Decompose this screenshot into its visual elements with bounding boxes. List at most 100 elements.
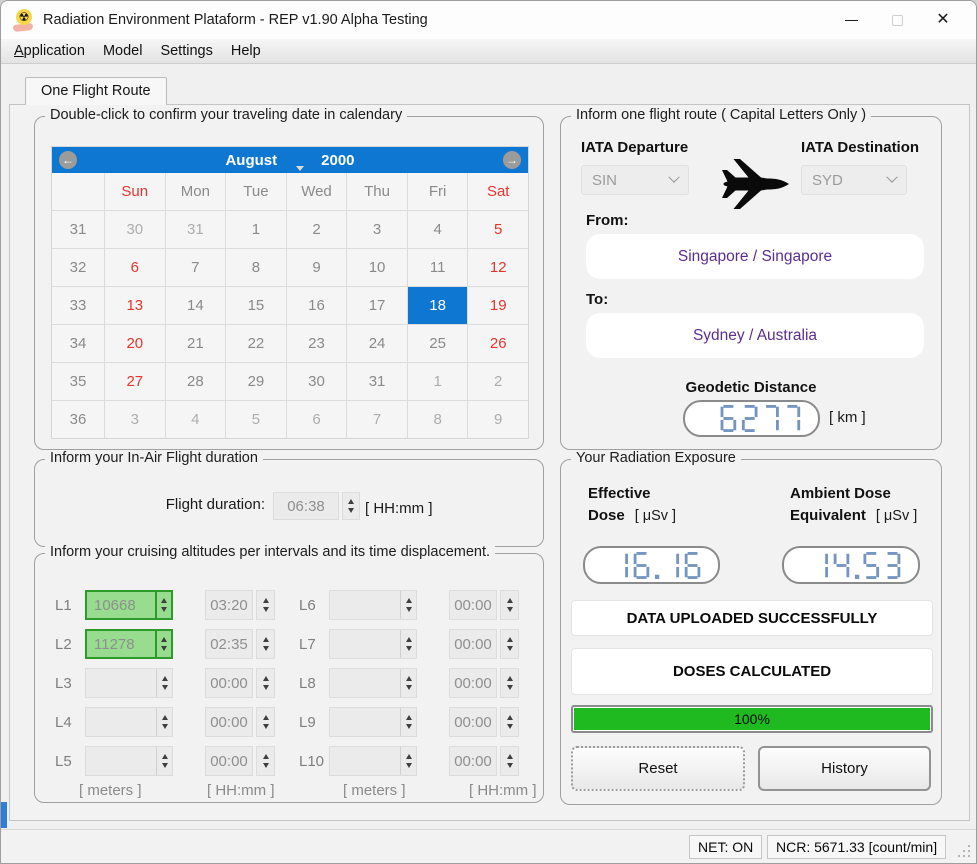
altitude-value-L3[interactable]	[86, 669, 156, 697]
spin-up-icon[interactable]	[506, 637, 513, 642]
spinner-buttons[interactable]	[156, 708, 172, 736]
calendar-day-cell[interactable]: 14	[165, 287, 226, 324]
iata-destination-combo[interactable]: SYD	[801, 165, 907, 195]
iata-departure-combo[interactable]: SIN	[581, 165, 689, 195]
spinner-buttons[interactable]	[500, 629, 519, 659]
spin-up-icon[interactable]	[405, 715, 412, 720]
spin-up-icon[interactable]	[506, 676, 513, 681]
reset-button[interactable]: Reset	[571, 746, 745, 791]
spinner-buttons[interactable]	[400, 747, 416, 775]
calendar-day-cell[interactable]: 15	[226, 287, 286, 324]
altitude-input-L1[interactable]: 10668	[85, 590, 173, 620]
menu-item-help[interactable]: Help	[230, 43, 261, 59]
time-value-L5[interactable]: 00:00	[205, 746, 253, 776]
calendar-next-button[interactable]: →	[503, 151, 521, 169]
altitude-input-L7[interactable]	[329, 629, 417, 659]
calendar-day-cell[interactable]: 1	[407, 363, 468, 400]
time-input-L8[interactable]: 00:00	[449, 668, 519, 698]
spin-up-icon[interactable]	[161, 637, 167, 642]
spin-down-icon[interactable]	[262, 685, 269, 690]
spinner-buttons[interactable]	[156, 747, 172, 775]
spinner-buttons[interactable]	[155, 592, 171, 618]
calendar-day-cell[interactable]: 22	[226, 325, 286, 362]
calendar-day-cell[interactable]: 23	[286, 325, 347, 362]
altitude-input-L10[interactable]	[329, 746, 417, 776]
altitude-input-L5[interactable]	[85, 746, 173, 776]
calendar-day-cell[interactable]: 31	[347, 363, 407, 400]
altitude-value-L1[interactable]: 10668	[94, 596, 136, 614]
flight-duration-spinner[interactable]	[342, 492, 360, 520]
spinner-buttons[interactable]	[155, 631, 171, 657]
altitude-input-L9[interactable]	[329, 707, 417, 737]
minimize-button[interactable]	[828, 1, 874, 39]
spinner-buttons[interactable]	[256, 746, 275, 776]
time-value-L2[interactable]: 02:35	[205, 629, 253, 659]
calendar-day-cell[interactable]: 9	[286, 249, 347, 286]
spin-up-icon[interactable]	[161, 598, 167, 603]
spin-down-icon[interactable]	[161, 763, 168, 768]
spinner-buttons[interactable]	[400, 591, 416, 619]
spin-down-icon[interactable]	[161, 724, 168, 729]
calendar-day-cell[interactable]: 4	[407, 211, 468, 248]
time-value-L10[interactable]: 00:00	[449, 746, 497, 776]
spin-up-icon[interactable]	[161, 715, 168, 720]
spin-up-icon[interactable]	[405, 637, 412, 642]
time-input-L3[interactable]: 00:00	[205, 668, 275, 698]
calendar-day-cell[interactable]: 8	[226, 249, 286, 286]
spin-down-icon[interactable]	[405, 685, 412, 690]
calendar-day-cell[interactable]: 6	[286, 401, 347, 438]
calendar-day-cell[interactable]: 20	[105, 325, 165, 362]
spin-up-icon[interactable]	[262, 676, 269, 681]
altitude-value-L7[interactable]	[330, 630, 400, 658]
calendar-day-cell[interactable]: 12	[468, 249, 528, 286]
calendar-day-cell[interactable]: 8	[407, 401, 468, 438]
calendar-day-cell[interactable]: 24	[347, 325, 407, 362]
spin-down-icon[interactable]	[348, 508, 354, 513]
spinner-buttons[interactable]	[400, 708, 416, 736]
spin-up-icon[interactable]	[262, 598, 269, 603]
calendar-year[interactable]: 2000	[321, 151, 355, 169]
history-button[interactable]: History	[758, 746, 931, 791]
flight-duration-spinbox[interactable]: 06:38	[273, 492, 360, 520]
time-input-L5[interactable]: 00:00	[205, 746, 275, 776]
spin-down-icon[interactable]	[262, 646, 269, 651]
spinner-buttons[interactable]	[400, 669, 416, 697]
altitude-value-L9[interactable]	[330, 708, 400, 736]
altitude-value-L5[interactable]	[86, 747, 156, 775]
calendar-day-cell[interactable]: 31	[165, 211, 226, 248]
calendar-day-cell[interactable]: 2	[468, 363, 528, 400]
calendar-day-cell[interactable]: 3	[105, 401, 165, 438]
calendar-day-cell[interactable]: 7	[347, 401, 407, 438]
time-value-L9[interactable]: 00:00	[449, 707, 497, 737]
time-value-L3[interactable]: 00:00	[205, 668, 253, 698]
calendar-day-cell[interactable]: 17	[347, 287, 407, 324]
maximize-button[interactable]	[874, 1, 920, 39]
calendar-prev-button[interactable]: ←	[59, 151, 77, 169]
spin-down-icon[interactable]	[161, 607, 167, 612]
spin-up-icon[interactable]	[262, 637, 269, 642]
altitude-value-L8[interactable]	[330, 669, 400, 697]
spin-up-icon[interactable]	[348, 499, 354, 504]
calendar-day-cell[interactable]: 3	[347, 211, 407, 248]
spin-up-icon[interactable]	[506, 598, 513, 603]
calendar-day-cell[interactable]: 26	[468, 325, 528, 362]
calendar-day-cell[interactable]: 9	[468, 401, 528, 438]
time-value-L4[interactable]: 00:00	[205, 707, 253, 737]
spinner-buttons[interactable]	[400, 630, 416, 658]
altitude-input-L8[interactable]	[329, 668, 417, 698]
calendar-day-cell[interactable]: 29	[226, 363, 286, 400]
calendar-month-year[interactable]: August 2000	[225, 151, 355, 171]
spinner-buttons[interactable]	[256, 590, 275, 620]
tab-one-flight-route[interactable]: One Flight Route	[25, 77, 167, 105]
spin-down-icon[interactable]	[405, 607, 412, 612]
menu-item-settings[interactable]: Settings	[160, 43, 213, 59]
spin-up-icon[interactable]	[506, 754, 513, 759]
spin-up-icon[interactable]	[506, 715, 513, 720]
time-value-L8[interactable]: 00:00	[449, 668, 497, 698]
time-input-L6[interactable]: 00:00	[449, 590, 519, 620]
calendar-day-cell[interactable]: 18	[407, 287, 468, 324]
time-input-L2[interactable]: 02:35	[205, 629, 275, 659]
spin-down-icon[interactable]	[506, 607, 513, 612]
spinner-buttons[interactable]	[156, 669, 172, 697]
calendar-day-cell[interactable]: 27	[105, 363, 165, 400]
